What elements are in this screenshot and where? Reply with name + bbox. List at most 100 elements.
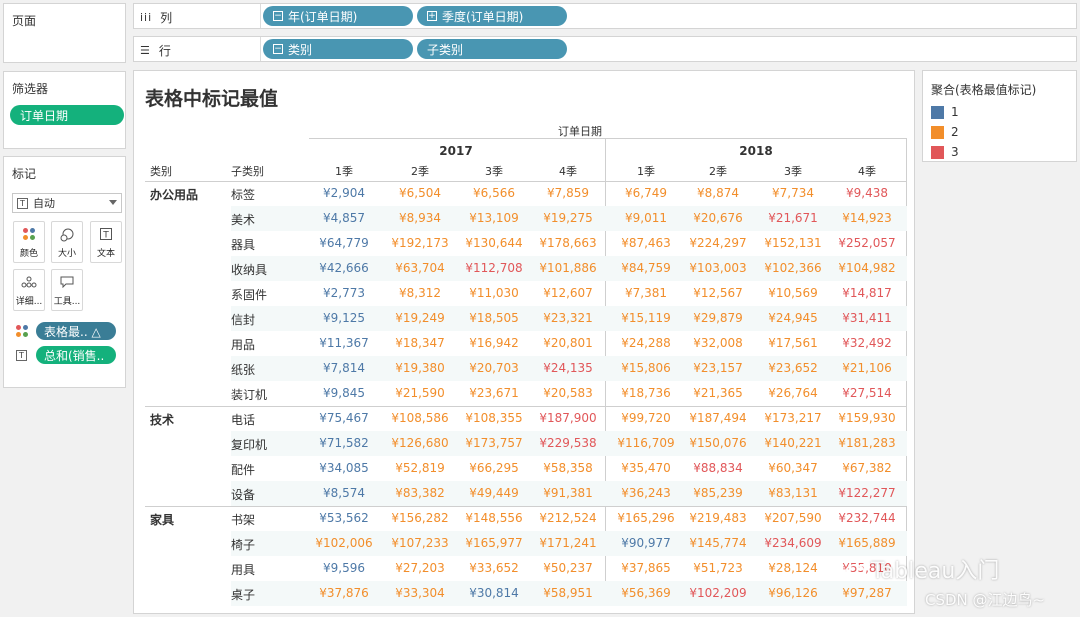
table-cell[interactable]: ¥37,876 [319, 586, 369, 600]
table-cell[interactable]: ¥16,942 [469, 336, 519, 350]
table-cell[interactable]: ¥13,109 [469, 211, 519, 225]
table-cell[interactable]: ¥67,382 [842, 461, 892, 475]
table-cell[interactable]: ¥31,411 [842, 311, 892, 325]
table-cell[interactable]: ¥9,596 [323, 561, 365, 575]
table-cell[interactable]: ¥21,106 [842, 361, 892, 375]
table-cell[interactable]: ¥102,006 [315, 536, 373, 550]
table-cell[interactable]: ¥9,125 [323, 311, 365, 325]
table-cell[interactable]: ¥103,003 [689, 261, 747, 275]
table-cell[interactable]: ¥21,590 [395, 386, 445, 400]
table-cell[interactable]: ¥173,757 [465, 436, 523, 450]
table-cell[interactable]: ¥99,720 [621, 411, 671, 425]
table-cell[interactable]: ¥24,288 [621, 336, 671, 350]
table-cell[interactable]: ¥104,982 [838, 261, 896, 275]
table-cell[interactable]: ¥126,680 [391, 436, 449, 450]
table-cell[interactable]: ¥88,834 [693, 461, 743, 475]
table-cell[interactable]: ¥19,275 [543, 211, 593, 225]
table-cell[interactable]: ¥12,607 [543, 286, 593, 300]
table-cell[interactable]: ¥150,076 [689, 436, 747, 450]
rows-shelf[interactable]: ☰ 行 − 类别 子类别 [133, 36, 1077, 62]
columns-shelf[interactable]: iii 列 − 年(订单日期) + 季度(订单日期) [133, 3, 1077, 29]
table-cell[interactable]: ¥33,304 [395, 586, 445, 600]
table-cell[interactable]: ¥37,865 [621, 561, 671, 575]
table-cell[interactable]: ¥26,764 [768, 386, 818, 400]
table-cell[interactable]: ¥9,011 [625, 211, 667, 225]
table-cell[interactable]: ¥20,703 [469, 361, 519, 375]
table-cell[interactable]: ¥14,817 [842, 286, 892, 300]
table-cell[interactable]: ¥21,365 [693, 386, 743, 400]
table-cell[interactable]: ¥9,845 [323, 386, 365, 400]
table-cell[interactable]: ¥24,135 [543, 361, 593, 375]
table-cell[interactable]: ¥28,124 [768, 561, 818, 575]
mark-type-dropdown[interactable]: T 自动 [12, 193, 122, 213]
table-cell[interactable]: ¥14,923 [842, 211, 892, 225]
table-cell[interactable]: ¥212,524 [539, 511, 597, 525]
table-cell[interactable]: ¥156,282 [391, 511, 449, 525]
table-cell[interactable]: ¥187,494 [689, 411, 747, 425]
table-cell[interactable]: ¥30,814 [469, 586, 519, 600]
table-cell[interactable]: ¥83,131 [768, 486, 818, 500]
table-cell[interactable]: ¥116,709 [617, 436, 675, 450]
table-cell[interactable]: ¥229,538 [539, 436, 597, 450]
table-cell[interactable]: ¥219,483 [689, 511, 747, 525]
table-cell[interactable]: ¥4,857 [323, 211, 365, 225]
table-cell[interactable]: ¥6,504 [399, 186, 441, 200]
table-cell[interactable]: ¥178,663 [539, 236, 597, 250]
table-cell[interactable]: ¥66,295 [469, 461, 519, 475]
table-cell[interactable]: ¥53,562 [319, 511, 369, 525]
table-cell[interactable]: ¥192,173 [391, 236, 449, 250]
table-cell[interactable]: ¥207,590 [764, 511, 822, 525]
label-button[interactable]: T 文本 [90, 221, 122, 263]
table-cell[interactable]: ¥102,366 [764, 261, 822, 275]
table-cell[interactable]: ¥27,514 [842, 386, 892, 400]
detail-button[interactable]: 详细... [13, 269, 45, 311]
table-cell[interactable]: ¥2,904 [323, 186, 365, 200]
table-cell[interactable]: ¥17,561 [768, 336, 818, 350]
table-cell[interactable]: ¥252,057 [838, 236, 896, 250]
table-cell[interactable]: ¥34,085 [319, 461, 369, 475]
table-cell[interactable]: ¥11,030 [469, 286, 519, 300]
table-cell[interactable]: ¥108,586 [391, 411, 449, 425]
table-cell[interactable]: ¥96,126 [768, 586, 818, 600]
size-button[interactable]: 大小 [51, 221, 83, 263]
table-cell[interactable]: ¥84,759 [621, 261, 671, 275]
table-cell[interactable]: ¥8,874 [697, 186, 739, 200]
table-cell[interactable]: ¥173,217 [764, 411, 822, 425]
table-cell[interactable]: ¥152,131 [764, 236, 822, 250]
pages-shelf[interactable]: 页面 [3, 3, 126, 63]
table-cell[interactable]: ¥122,277 [838, 486, 896, 500]
table-cell[interactable]: ¥101,886 [539, 261, 597, 275]
table-cell[interactable]: ¥51,723 [693, 561, 743, 575]
table-cell[interactable]: ¥9,438 [846, 186, 888, 200]
table-cell[interactable]: ¥32,008 [693, 336, 743, 350]
table-cell[interactable]: ¥107,233 [391, 536, 449, 550]
tooltip-button[interactable]: 工具... [51, 269, 83, 311]
table-cell[interactable]: ¥87,463 [621, 236, 671, 250]
table-cell[interactable]: ¥19,380 [395, 361, 445, 375]
table-cell[interactable]: ¥63,704 [395, 261, 445, 275]
column-pill-year[interactable]: − 年(订单日期) [263, 6, 413, 26]
table-cell[interactable]: ¥18,736 [621, 386, 671, 400]
table-cell[interactable]: ¥35,470 [621, 461, 671, 475]
table-cell[interactable]: ¥7,814 [323, 361, 365, 375]
mark-pill-table-extreme[interactable]: 表格最.. △ [36, 322, 116, 340]
table-cell[interactable]: ¥52,819 [395, 461, 445, 475]
table-cell[interactable]: ¥7,859 [547, 186, 589, 200]
table-cell[interactable]: ¥23,157 [693, 361, 743, 375]
table-cell[interactable]: ¥33,652 [469, 561, 519, 575]
table-cell[interactable]: ¥8,934 [399, 211, 441, 225]
table-cell[interactable]: ¥19,249 [395, 311, 445, 325]
table-cell[interactable]: ¥29,879 [693, 311, 743, 325]
table-cell[interactable]: ¥18,505 [469, 311, 519, 325]
table-cell[interactable]: ¥165,889 [838, 536, 896, 550]
color-button[interactable]: 颜色 [13, 221, 45, 263]
table-cell[interactable]: ¥171,241 [539, 536, 597, 550]
mark-pill-sum-sales[interactable]: 总和(销售.. [36, 346, 116, 364]
table-cell[interactable]: ¥11,367 [319, 336, 369, 350]
table-cell[interactable]: ¥15,119 [621, 311, 671, 325]
table-cell[interactable]: ¥165,296 [617, 511, 675, 525]
table-cell[interactable]: ¥58,358 [543, 461, 593, 475]
table-cell[interactable]: ¥71,582 [319, 436, 369, 450]
table-cell[interactable]: ¥60,347 [768, 461, 818, 475]
table-cell[interactable]: ¥49,449 [469, 486, 519, 500]
